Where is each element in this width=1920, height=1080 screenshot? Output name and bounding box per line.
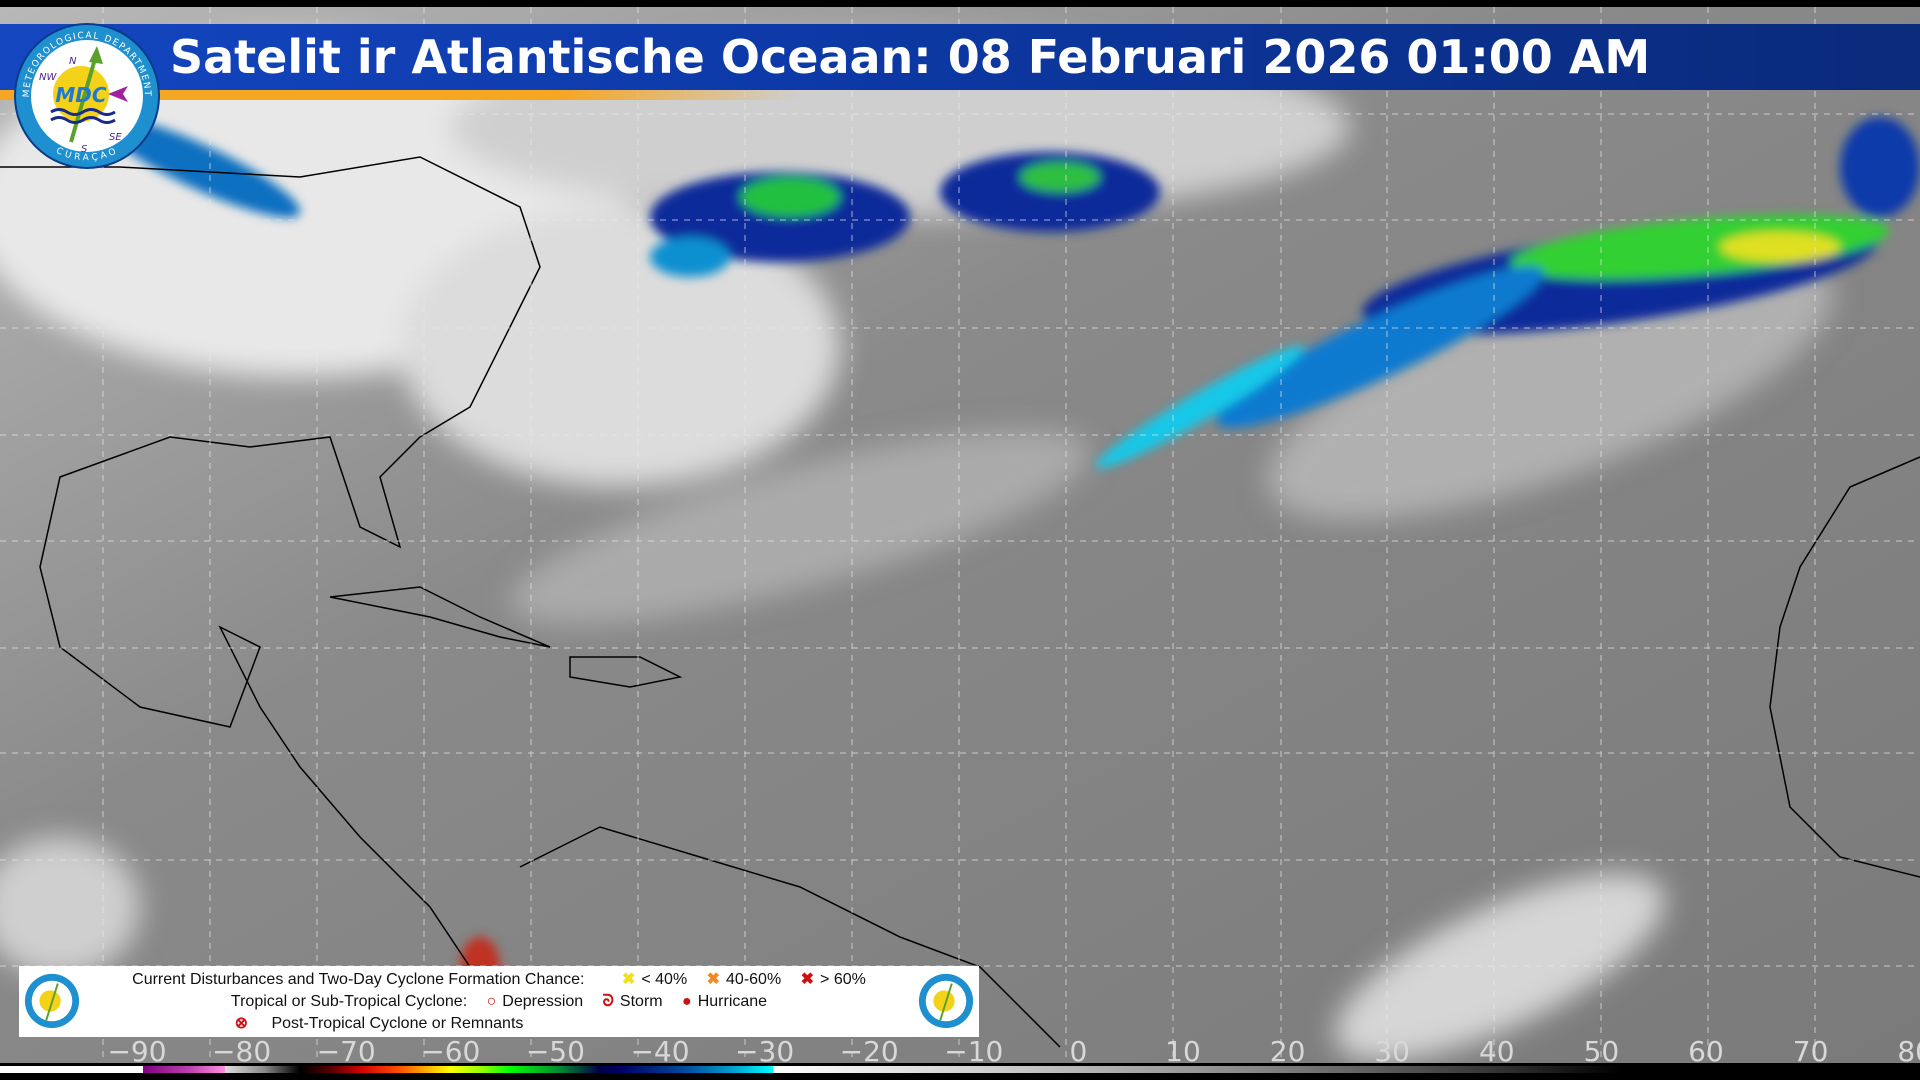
longitude-label: 80: [1897, 1035, 1920, 1068]
x-low-icon: ✖: [621, 971, 636, 988]
longitude-label: −40: [630, 1035, 690, 1068]
longitude-label: 20: [1269, 1035, 1306, 1068]
coastlines: [0, 156, 1920, 1048]
legend-post-tropical: Post-Tropical Cyclone or Remnants: [271, 1015, 524, 1032]
compass-se: SE: [109, 132, 122, 143]
mdc-logo: MDC N NW SE S METEOROLOGICAL DEPARTMENT …: [14, 23, 160, 169]
longitude-label: 40: [1478, 1035, 1515, 1068]
bottom-bar: [0, 1073, 1920, 1080]
post-tropical-icon: ⊗: [234, 1015, 248, 1032]
compass-n: N: [69, 56, 77, 67]
longitude-label: 30: [1374, 1035, 1411, 1068]
compass-nw: NW: [39, 72, 57, 83]
longitude-label: 0: [1069, 1035, 1088, 1068]
cold-cloud-tops: [99, 116, 1920, 997]
logo-text: MDC: [55, 83, 107, 107]
longitude-label: 50: [1583, 1035, 1620, 1068]
page-title: Satelit ir Atlantische Oceaan: 08 Februa…: [170, 30, 1651, 84]
x-high-icon: ✖: [800, 971, 815, 988]
legend-low: < 40%: [641, 971, 688, 988]
legend-disturbance-label: Current Disturbances and Two-Day Cyclone…: [132, 971, 585, 988]
compass-s: S: [81, 144, 88, 155]
longitude-label: −60: [421, 1035, 481, 1068]
temperature-color-bar: [0, 1066, 1920, 1073]
longitude-label: 70: [1792, 1035, 1829, 1068]
lat-lon-grid: [0, 7, 1920, 1063]
x-mid-icon: ✖: [706, 971, 721, 988]
legend-hurricane: Hurricane: [697, 993, 768, 1010]
legend-box: Current Disturbances and Two-Day Cyclone…: [19, 966, 979, 1037]
legend-logo-right: [918, 973, 974, 1029]
storm-icon: ᘐ: [602, 993, 614, 1010]
legend-depression: Depression: [502, 993, 584, 1010]
longitude-label: 10: [1165, 1035, 1201, 1068]
satellite-map: [0, 7, 1920, 1063]
longitude-label: −50: [525, 1035, 585, 1068]
top-bar: [0, 0, 1920, 7]
longitude-label: 60: [1688, 1035, 1724, 1068]
hurricane-icon: ●: [682, 993, 692, 1010]
longitude-label: −20: [839, 1035, 899, 1068]
legend-mid: 40-60%: [726, 971, 782, 988]
banner-stripe: [0, 90, 800, 100]
depression-icon: ○: [486, 993, 497, 1010]
longitude-label: −10: [944, 1035, 1004, 1068]
title-banner: [0, 24, 1920, 90]
legend-high: > 60%: [820, 971, 866, 988]
legend-cyclone-label: Tropical or Sub-Tropical Cyclone:: [230, 993, 468, 1010]
legend-storm: Storm: [619, 993, 663, 1010]
longitude-label: −70: [316, 1035, 376, 1068]
longitude-label: −90: [107, 1035, 167, 1068]
legend-logo-left: [24, 973, 80, 1029]
cloud-cover: [0, 37, 1834, 1061]
longitude-label: −80: [212, 1035, 272, 1068]
longitude-label: −30: [735, 1035, 795, 1068]
